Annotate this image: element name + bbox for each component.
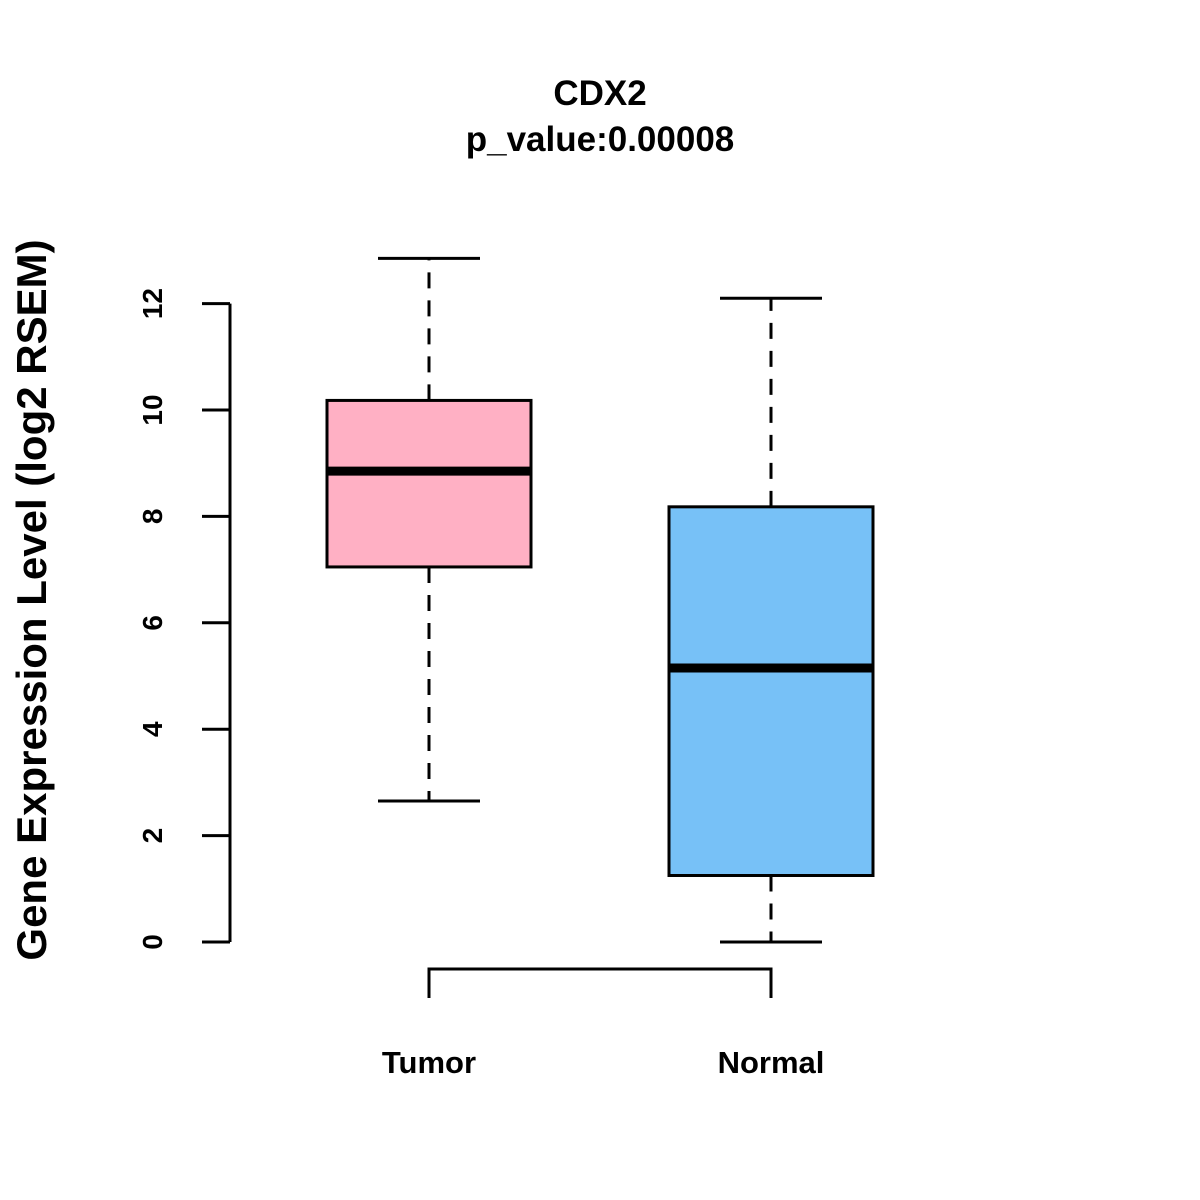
- y-tick-label: 12: [137, 288, 168, 319]
- y-tick-label: 2: [137, 828, 168, 844]
- tumor-box: [325, 398, 533, 569]
- y-tick-label: 0: [137, 934, 168, 950]
- chart-subtitle: p_value:0.00008: [466, 120, 735, 159]
- comparison-bracket: [427, 967, 773, 998]
- x-tick-label-tumor: Tumor: [382, 1045, 476, 1080]
- normal-box: [667, 505, 875, 877]
- y-tick-label: 8: [137, 509, 168, 525]
- y-tick-label: 6: [137, 615, 168, 631]
- y-tick-label: 4: [137, 721, 168, 737]
- bracket-line: [427, 967, 773, 998]
- y-axis-label: Gene Expression Level (log2 RSEM): [8, 239, 55, 960]
- box-group: [325, 256, 875, 944]
- chart-title: CDX2: [553, 74, 646, 113]
- x-axis-labels: Tumor Normal: [382, 1045, 824, 1080]
- x-tick-label-normal: Normal: [718, 1045, 825, 1080]
- y-tick-label: 10: [137, 394, 168, 425]
- y-axis: 0 2 4 6 8 10 12: [137, 288, 232, 950]
